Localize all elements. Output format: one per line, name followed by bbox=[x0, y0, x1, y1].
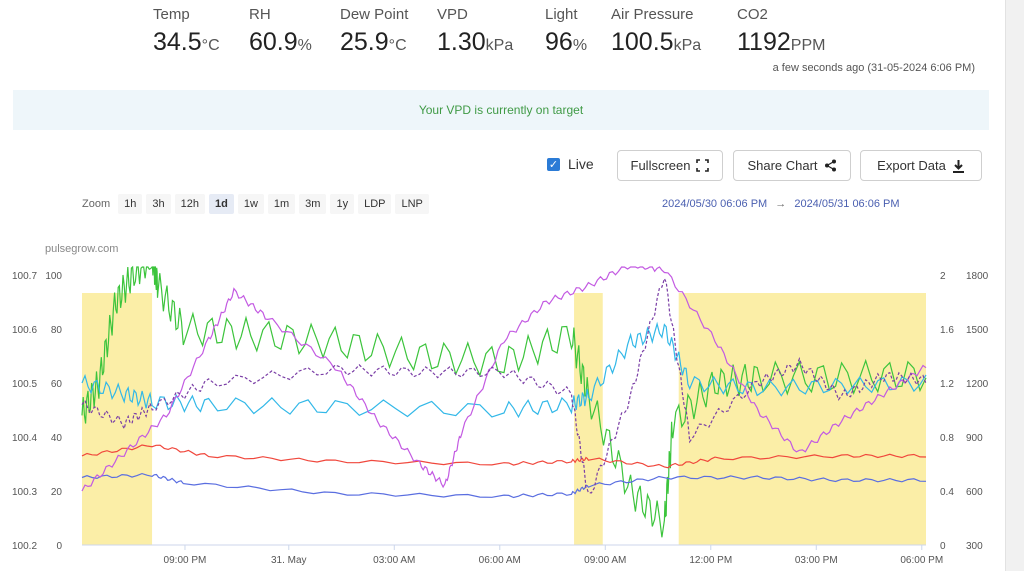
series-line bbox=[81, 472, 927, 499]
x-tick-label: 03:00 PM bbox=[795, 555, 838, 566]
metric-label: RH bbox=[249, 6, 271, 23]
share-chart-button[interactable]: Share Chart bbox=[733, 150, 851, 181]
vpd-status-banner: Your VPD is currently on target bbox=[13, 90, 989, 130]
y-tick-label: 600 bbox=[966, 487, 983, 498]
share-icon bbox=[824, 159, 836, 172]
y-tick-label: 0 bbox=[56, 541, 62, 552]
y-tick-label: 100 bbox=[45, 271, 62, 282]
light-band bbox=[574, 293, 603, 545]
series-line bbox=[81, 444, 927, 469]
zoom-label: Zoom bbox=[82, 198, 111, 210]
y-tick-label: 300 bbox=[966, 541, 983, 552]
metric-label: Dew Point bbox=[340, 6, 409, 23]
export-data-label: Export Data bbox=[877, 158, 946, 173]
y-tick-label: 1.2 bbox=[940, 379, 954, 390]
metric-label: Light bbox=[545, 6, 578, 23]
light-band bbox=[82, 293, 153, 545]
download-icon bbox=[952, 159, 964, 173]
metric-rh: RH 60.9% bbox=[249, 6, 312, 57]
fullscreen-icon bbox=[696, 159, 710, 172]
metric-value: 1.30kPa bbox=[437, 28, 514, 56]
metric-temp: Temp 34.5°C bbox=[153, 6, 220, 57]
range-end[interactable]: 2024/05/31 06:06 PM bbox=[794, 198, 900, 210]
y-tick-label: 1200 bbox=[966, 379, 989, 390]
zoom-option[interactable]: 1w bbox=[237, 194, 264, 214]
x-tick-label: 06:00 PM bbox=[900, 555, 943, 566]
y-tick-label: 1.6 bbox=[940, 325, 954, 336]
metric-label: Temp bbox=[153, 6, 190, 23]
y-tick-label: 100.4 bbox=[12, 433, 37, 444]
live-toggle[interactable]: ✓ Live bbox=[547, 156, 594, 172]
y-tick-label: 100.2 bbox=[12, 541, 37, 552]
x-tick-label: 31. May bbox=[271, 555, 307, 566]
series-line bbox=[81, 321, 927, 419]
metric-air-pressure: Air Pressure 100.5kPa bbox=[611, 6, 701, 57]
y-tick-label: 40 bbox=[51, 433, 63, 444]
live-checkbox[interactable]: ✓ bbox=[547, 157, 560, 171]
series-line bbox=[81, 277, 927, 494]
zoom-option[interactable]: 1m bbox=[267, 194, 296, 214]
y-tick-label: 80 bbox=[51, 325, 63, 336]
zoom-option[interactable]: 1d bbox=[208, 194, 234, 214]
y-tick-label: 100.7 bbox=[12, 271, 37, 282]
zoom-option[interactable]: 3h bbox=[146, 194, 171, 214]
zoom-option[interactable]: 1y bbox=[330, 194, 355, 214]
zoom-option[interactable]: 12h bbox=[174, 194, 205, 214]
zoom-option[interactable]: LNP bbox=[395, 194, 429, 214]
y-tick-label: 100.6 bbox=[12, 325, 37, 336]
y-tick-label: 0.4 bbox=[940, 487, 954, 498]
y-tick-label: 1800 bbox=[966, 271, 989, 282]
last-updated: a few seconds ago (31-05-2024 6:06 PM) bbox=[772, 62, 975, 74]
series-line bbox=[81, 265, 927, 538]
sensor-chart[interactable]: 100.7 100.6 100.5 100.4 100.3 100.2 100 80 60 40 2… bbox=[0, 230, 1000, 571]
metric-vpd: VPD 1.30kPa bbox=[437, 6, 513, 57]
y-tick-label: 2 bbox=[940, 271, 946, 282]
x-tick-label: 06:00 AM bbox=[479, 555, 521, 566]
fullscreen-button[interactable]: Fullscreen bbox=[617, 150, 723, 181]
range-start[interactable]: 2024/05/30 06:06 PM bbox=[662, 198, 768, 210]
series-line bbox=[81, 266, 927, 492]
date-range[interactable]: 2024/05/30 06:06 PM → 2024/05/31 06:06 P… bbox=[662, 198, 900, 210]
chart-credit: pulsegrow.com bbox=[45, 243, 119, 255]
metric-value: 34.5°C bbox=[153, 28, 220, 56]
share-chart-label: Share Chart bbox=[747, 158, 818, 173]
metric-label: Air Pressure bbox=[611, 6, 694, 23]
zoom-option[interactable]: 3m bbox=[299, 194, 327, 214]
x-tick-label: 09:00 PM bbox=[164, 555, 207, 566]
y-tick-label: 100.3 bbox=[12, 487, 37, 498]
zoom-option[interactable]: LDP bbox=[358, 194, 392, 214]
y-tick-label: 100.5 bbox=[12, 379, 37, 390]
metric-label: CO2 bbox=[737, 6, 768, 23]
x-tick-label: 03:00 AM bbox=[373, 555, 415, 566]
y-tick-label: 900 bbox=[966, 433, 983, 444]
light-band bbox=[678, 293, 926, 545]
x-tick-label: 09:00 AM bbox=[584, 555, 626, 566]
y-tick-label: 60 bbox=[51, 379, 63, 390]
metric-value: 25.9°C bbox=[340, 28, 407, 56]
metric-value: 100.5kPa bbox=[611, 28, 702, 56]
live-label: Live bbox=[568, 156, 594, 172]
y-tick-label: 1500 bbox=[966, 325, 989, 336]
metric-label: VPD bbox=[437, 6, 468, 23]
zoom-selector: Zoom 1h 3h 12h 1d 1w 1m 3m 1y LDP LNP bbox=[82, 194, 429, 214]
y-tick-label: 0.8 bbox=[940, 433, 954, 444]
zoom-option[interactable]: 1h bbox=[118, 194, 143, 214]
metric-dew-point: Dew Point 25.9°C bbox=[340, 6, 408, 57]
page-scrollbar[interactable] bbox=[1005, 0, 1024, 571]
y-tick-label: 20 bbox=[51, 487, 63, 498]
metric-value: 60.9% bbox=[249, 28, 312, 56]
metric-value: 96% bbox=[545, 28, 588, 56]
y-tick-label: 0 bbox=[940, 541, 946, 552]
metric-co2: CO2 1192PPM bbox=[737, 6, 825, 57]
export-data-button[interactable]: Export Data bbox=[860, 150, 982, 181]
metric-value: 1192PPM bbox=[737, 28, 826, 56]
x-tick-label: 12:00 PM bbox=[689, 555, 732, 566]
metric-light: Light 96% bbox=[545, 6, 587, 57]
fullscreen-label: Fullscreen bbox=[630, 158, 691, 173]
